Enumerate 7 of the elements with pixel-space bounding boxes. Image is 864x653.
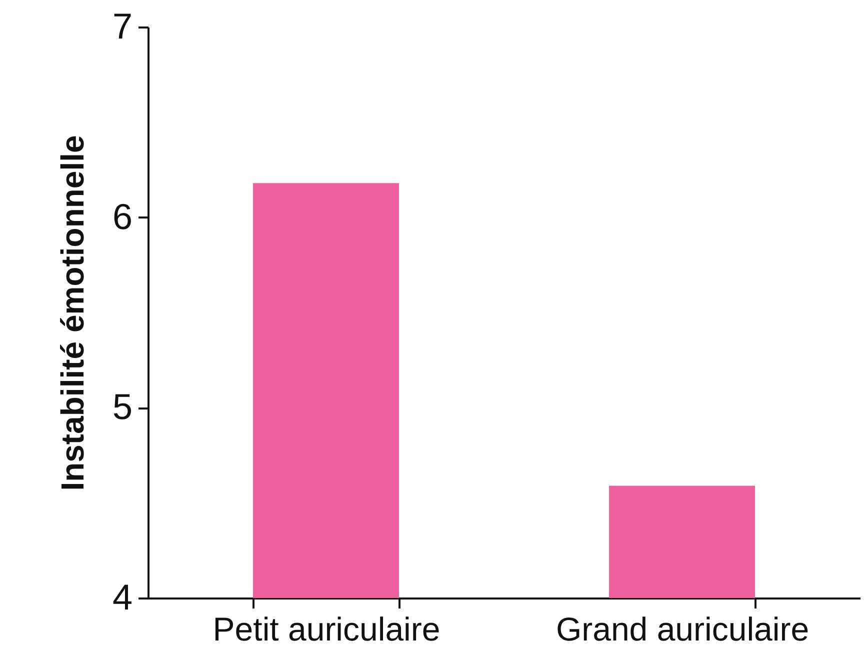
y-tick-label: 7 <box>112 6 132 46</box>
y-tick-label: 4 <box>112 576 132 618</box>
x-tick-label: Petit auriculaire <box>212 610 440 648</box>
y-tick-label: 5 <box>112 386 132 428</box>
y-tick-label: 6 <box>112 196 132 237</box>
y-axis-title: Instabilité émotionnelle <box>54 135 90 491</box>
x-tick-label: Grand auriculaire <box>556 610 810 648</box>
